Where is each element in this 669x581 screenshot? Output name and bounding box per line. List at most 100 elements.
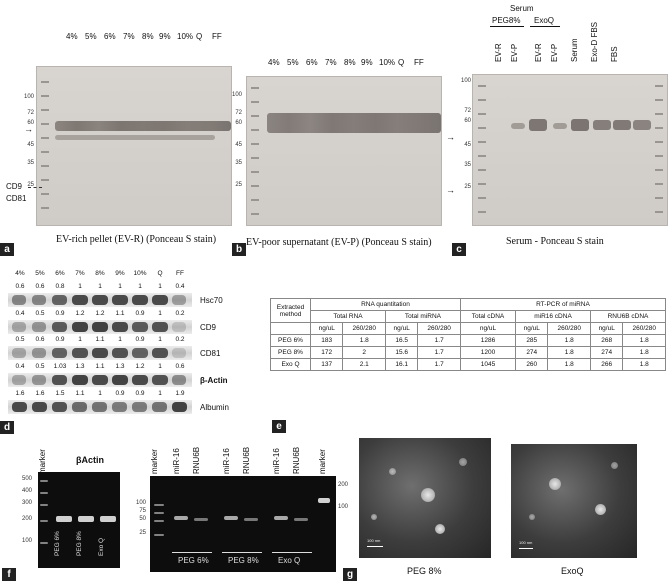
blot-band: [12, 295, 26, 305]
pcr-band: [294, 518, 308, 521]
table-cell: 1.8: [547, 334, 591, 347]
wb-value: 0.9: [55, 310, 65, 317]
wb-value: 0.6: [35, 336, 45, 343]
table-cell: 2: [342, 346, 386, 359]
table-cell: 285: [515, 334, 549, 347]
lane-label: 7%: [325, 58, 337, 67]
group-underline: [272, 552, 312, 553]
lane-label: 9%: [159, 32, 171, 41]
wb-value: 1: [158, 310, 162, 317]
lane-label: 10%: [133, 270, 147, 277]
pcr-band: [224, 516, 238, 520]
wb-value: 0.4: [175, 283, 185, 290]
table-cell: 1.8: [622, 334, 666, 347]
table-cell: 268: [589, 334, 624, 347]
blot-band: [172, 375, 186, 385]
table-cell: 274: [589, 346, 624, 359]
mw-marker: 400: [21, 488, 32, 494]
lane-label: Q: [196, 32, 203, 41]
wb-value: 1: [78, 336, 82, 343]
panel-letter: d: [0, 421, 14, 434]
lane-label: 8%: [142, 32, 154, 41]
wb-value: 1.2: [95, 310, 105, 317]
panel-letter: c: [452, 243, 466, 256]
unit-cell: 260/280: [417, 322, 461, 335]
mw-marker: 75: [139, 508, 146, 514]
wb-value: 1.9: [175, 390, 185, 397]
mw-marker: 100: [231, 92, 242, 98]
wb-value: 0.5: [15, 336, 25, 343]
col-header-total-cdna: Total cDNA: [459, 310, 517, 323]
wb-row-label: β-Actin: [200, 376, 228, 385]
lane-label: miR-16: [272, 448, 281, 474]
panel-a: 4% 5% 6% 7% 8% 9% 10% Q FF 100 72 60 45 …: [0, 0, 234, 256]
vesicle: [421, 488, 435, 502]
table-cell: 1045: [459, 358, 517, 371]
lane-label: marker: [318, 449, 327, 474]
lane-label: EV-P: [550, 43, 559, 62]
ladder-band: [154, 520, 164, 522]
vesicle: [595, 504, 606, 515]
mw-marker: 35: [464, 162, 471, 168]
panel-f-title: βActin: [76, 455, 104, 465]
blot-band: [152, 295, 168, 305]
blot-strip-hsc70: [8, 293, 192, 307]
lane-label: 4%: [15, 270, 25, 277]
blot-band: [12, 375, 26, 385]
mw-marker: 25: [464, 184, 471, 190]
unit-cell: 260/280: [547, 322, 591, 335]
group-underline: [222, 552, 262, 553]
panel-c-header: Serum: [510, 4, 534, 13]
mw-marker: 60: [464, 118, 471, 124]
scale-bar: [519, 548, 533, 549]
mw-marker: 25: [139, 530, 146, 536]
wb-value: 1: [118, 336, 122, 343]
method-cell: Exo Q: [270, 358, 311, 371]
lane-label: 10%: [177, 32, 194, 41]
pcr-band: [244, 518, 258, 521]
blot-band: [132, 295, 148, 305]
mw-marker: 50: [139, 516, 146, 522]
mw-marker: 72: [235, 110, 242, 116]
blot-band: [172, 322, 186, 332]
vesicle: [611, 462, 618, 469]
lane-label: 5%: [35, 270, 45, 277]
blot-strip-albumin: [8, 400, 192, 414]
group-underline: [530, 26, 560, 27]
em-image-exoq: 100 nm: [511, 444, 637, 558]
unit-cell: ng/uL: [515, 322, 549, 335]
lane-label: PEG 8%: [76, 531, 83, 556]
vesicle: [529, 514, 535, 520]
wb-value: 0.6: [35, 283, 45, 290]
mw-marker: 100: [460, 78, 471, 84]
wb-row-label: CD81: [200, 349, 221, 358]
wb-value: 1.3: [75, 363, 85, 370]
blot-band: [32, 348, 46, 358]
lane-label: 4%: [268, 58, 280, 67]
mw-marker: 45: [235, 142, 242, 148]
group-label: PEG 6%: [178, 556, 209, 565]
table-cell: 16.5: [384, 334, 419, 347]
wb-value: 1.2: [75, 310, 85, 317]
blot-band: [132, 322, 148, 332]
blot-band: [152, 348, 168, 358]
panel-d-lane-labels: 4% 5% 6% 7% 8% 9% 10% Q FF: [10, 270, 200, 280]
vesicle: [435, 524, 445, 534]
wb-value: 0.8: [55, 283, 65, 290]
group-label: Exo Q: [278, 556, 301, 565]
rna-quantitation-table: Extracted method RNA quantitation RT-PCR…: [270, 298, 667, 371]
wb-value: 1.1: [115, 310, 125, 317]
table-cell: 1.8: [547, 358, 591, 371]
blot-band: [132, 348, 148, 358]
blot-band: [172, 295, 186, 305]
lane-label: 8%: [344, 58, 356, 67]
panel-a-markers: 100 72 60 45 35 25: [14, 90, 36, 200]
lane-label: Exo-D FBS: [590, 21, 599, 62]
col-header-method: Extracted method: [270, 298, 311, 323]
wb-value: 1: [158, 390, 162, 397]
blot-band: [12, 348, 26, 358]
group-label: PEG8%: [492, 16, 521, 25]
wb-value: 0.6: [175, 363, 185, 370]
panel-e: Extracted method RNA quantitation RT-PCR…: [270, 298, 669, 434]
blot-strip-beta-actin: [8, 373, 192, 387]
